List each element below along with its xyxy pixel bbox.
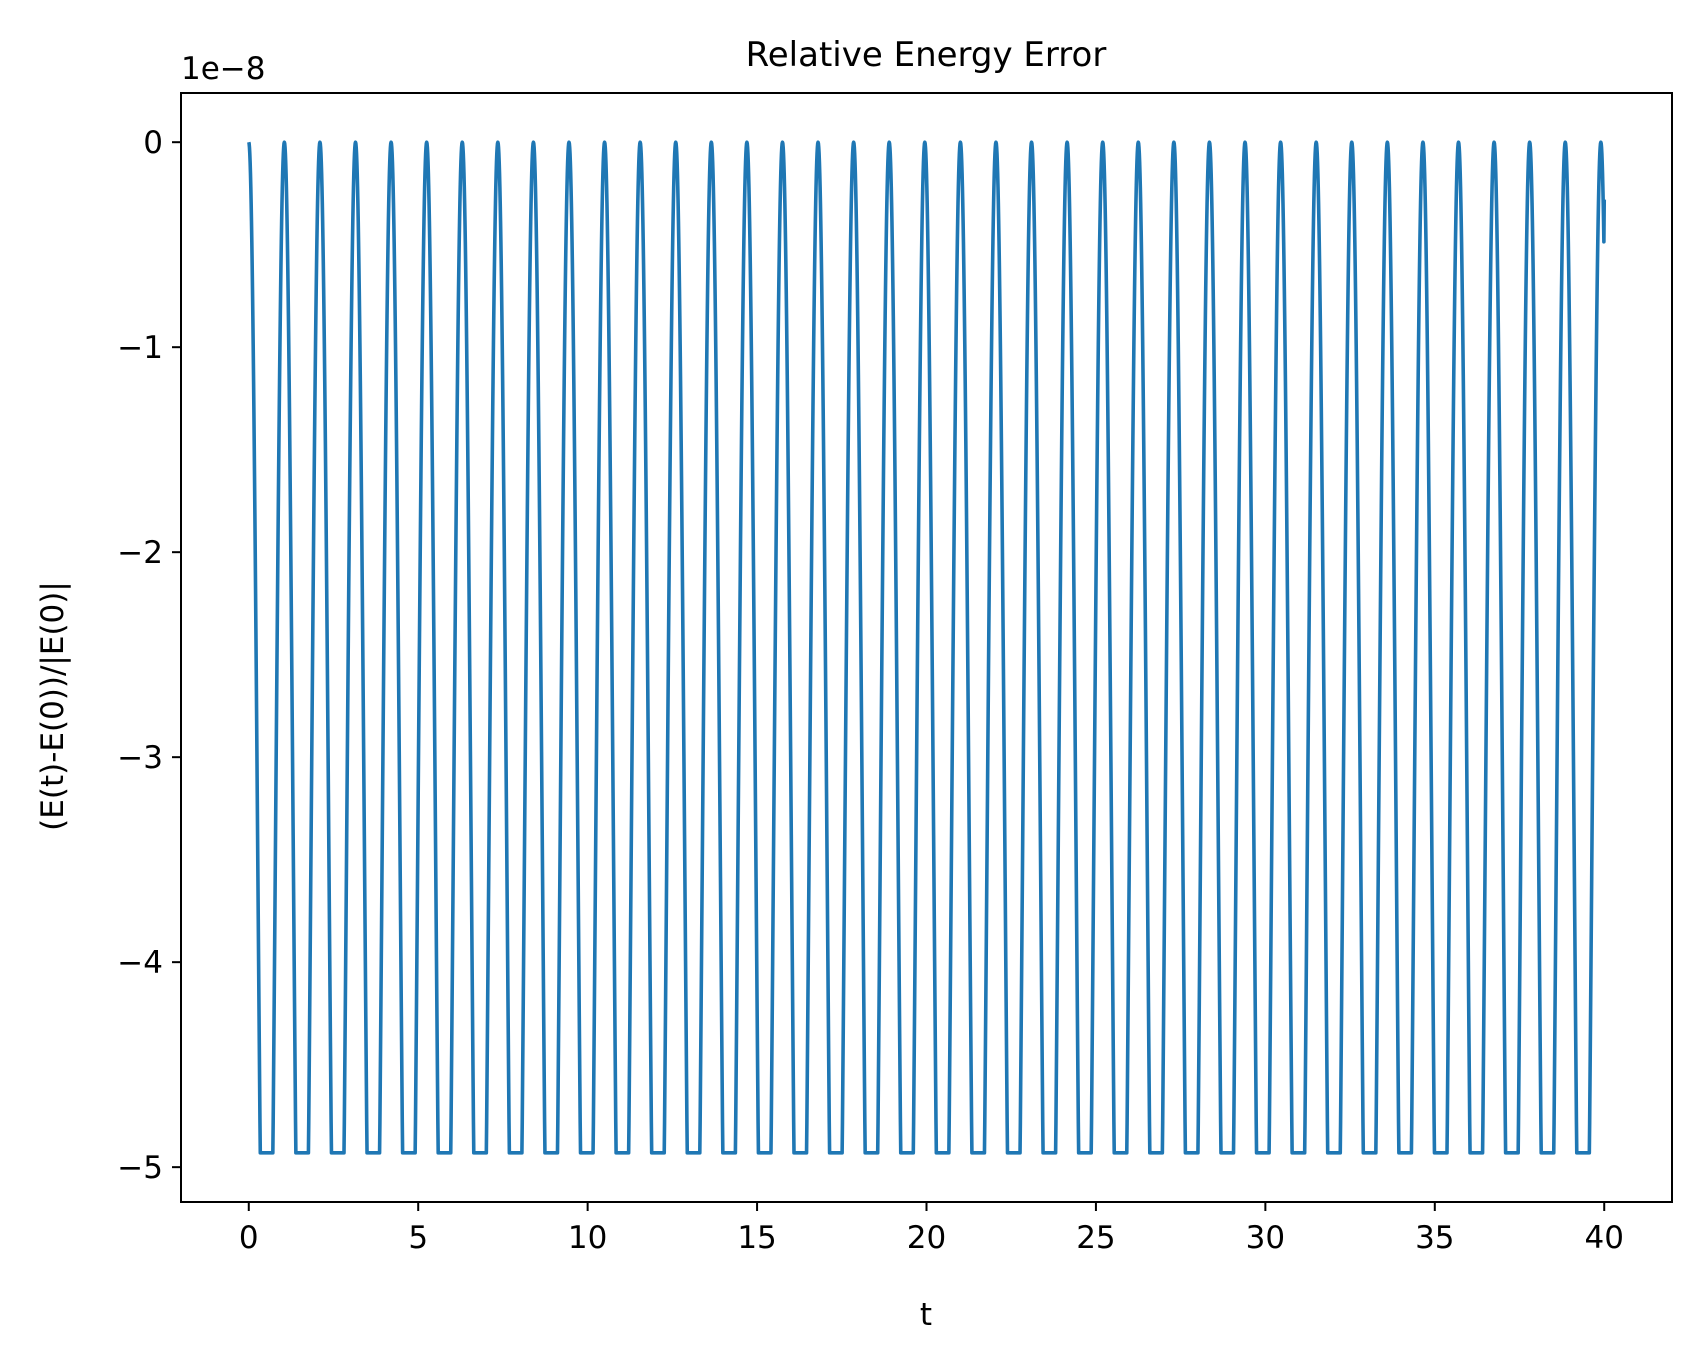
y-tick-label: −2 (117, 535, 163, 571)
series-layer (247, 140, 1607, 1155)
x-tick-label: 15 (737, 1220, 776, 1256)
x-tick-label: 20 (907, 1220, 946, 1256)
x-tick-label: 30 (1246, 1220, 1285, 1256)
y-tick-label: −1 (117, 330, 163, 366)
x-tick-label: 35 (1415, 1220, 1454, 1256)
y-offset-label: 1e−8 (181, 51, 266, 87)
x-axis-ticks: 0 5 10 15 20 25 30 35 40 (239, 1202, 1624, 1256)
y-axis-ticks: 0 −1 −2 −3 −4 −5 (117, 125, 181, 1186)
y-tick-label: −3 (117, 740, 163, 776)
x-tick-label: 5 (408, 1220, 428, 1256)
plot-area (180, 92, 1673, 1203)
x-tick-label: 10 (568, 1220, 607, 1256)
y-tick-label: 0 (143, 125, 163, 161)
x-tick-label: 0 (239, 1220, 259, 1256)
x-axis-label: t (920, 1297, 932, 1333)
y-tick-label: −4 (117, 945, 163, 981)
x-tick-label: 40 (1585, 1220, 1624, 1256)
chart-title: Relative Energy Error (746, 35, 1107, 75)
y-tick-label: −5 (117, 1150, 163, 1186)
x-tick-label: 25 (1076, 1220, 1115, 1256)
y-axis-label: (E(t)-E(0))/|E(0)| (35, 581, 71, 831)
series-line (247, 140, 1607, 1155)
